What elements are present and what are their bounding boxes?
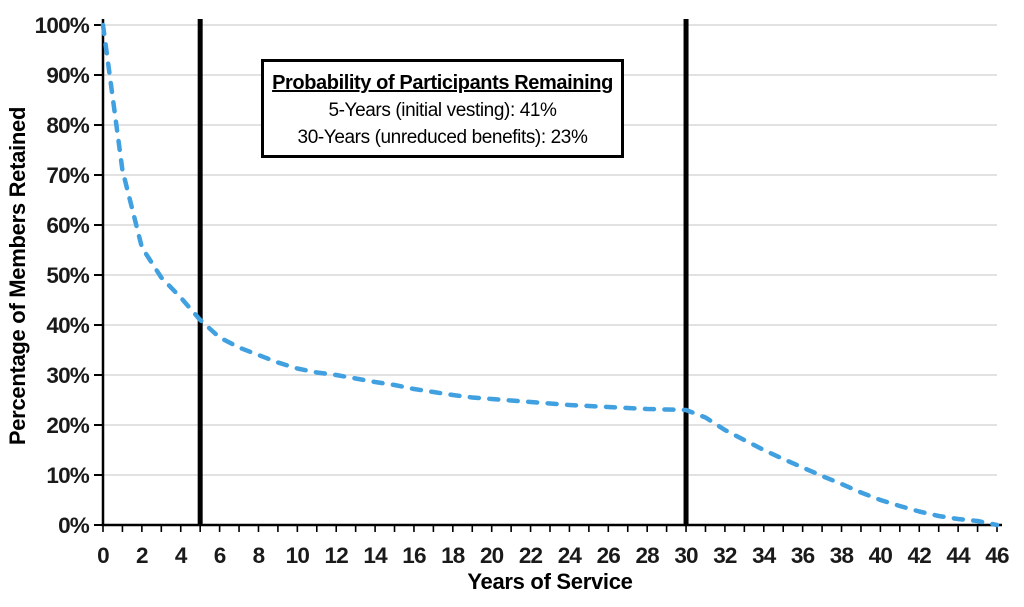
retention-curve bbox=[100, 22, 1000, 528]
y-tick-label: 0% bbox=[58, 513, 90, 538]
x-tick-label: 18 bbox=[441, 543, 465, 568]
y-tick-label: 20% bbox=[46, 413, 89, 438]
y-tick-label: 80% bbox=[46, 113, 89, 138]
y-tick-label: 10% bbox=[46, 463, 89, 488]
x-tick-label: 28 bbox=[635, 543, 659, 568]
x-tick-label: 34 bbox=[752, 543, 777, 568]
x-tick-label: 4 bbox=[175, 543, 188, 568]
x-tick-label: 46 bbox=[985, 543, 1009, 568]
x-tick-label: 26 bbox=[597, 543, 621, 568]
x-tick-label: 8 bbox=[253, 543, 265, 568]
x-tick-label: 44 bbox=[946, 543, 971, 568]
y-axis-title: Percentage of Members Retained bbox=[5, 106, 30, 446]
probability-info-box: Probability of Participants Remaining 5-… bbox=[261, 59, 624, 158]
x-tick-label: 24 bbox=[558, 543, 583, 568]
x-tick-label: 10 bbox=[286, 543, 310, 568]
info-box-unreduced-line: 30-Years (unreduced benefits): 23% bbox=[297, 127, 588, 148]
y-tick-label: 30% bbox=[46, 363, 89, 388]
x-tick-label: 22 bbox=[519, 543, 543, 568]
info-box-title: Probability of Participants Remaining bbox=[272, 72, 613, 94]
y-tick-label: 100% bbox=[35, 13, 90, 38]
x-axis-title: Years of Service bbox=[467, 569, 633, 594]
x-tick-label: 16 bbox=[402, 543, 426, 568]
info-box-vesting-line: 5-Years (initial vesting): 41% bbox=[328, 100, 557, 121]
y-tick-label: 90% bbox=[46, 63, 89, 88]
x-tick-label: 14 bbox=[363, 543, 388, 568]
x-tick-label: 30 bbox=[674, 543, 698, 568]
y-tick-label: 70% bbox=[46, 163, 89, 188]
y-tick-label: 50% bbox=[46, 263, 89, 288]
x-tick-label: 20 bbox=[480, 543, 504, 568]
x-tick-label: 42 bbox=[908, 543, 932, 568]
y-tick-label: 60% bbox=[46, 213, 89, 238]
x-tick-label: 6 bbox=[214, 543, 226, 568]
x-tick-label: 38 bbox=[830, 543, 854, 568]
x-tick-label: 0 bbox=[97, 543, 109, 568]
y-tick-label: 40% bbox=[46, 313, 89, 338]
x-tick-label: 32 bbox=[713, 543, 737, 568]
x-tick-label: 2 bbox=[136, 543, 148, 568]
x-tick-label: 40 bbox=[869, 543, 893, 568]
x-tick-label: 36 bbox=[791, 543, 815, 568]
x-tick-label: 12 bbox=[324, 543, 348, 568]
